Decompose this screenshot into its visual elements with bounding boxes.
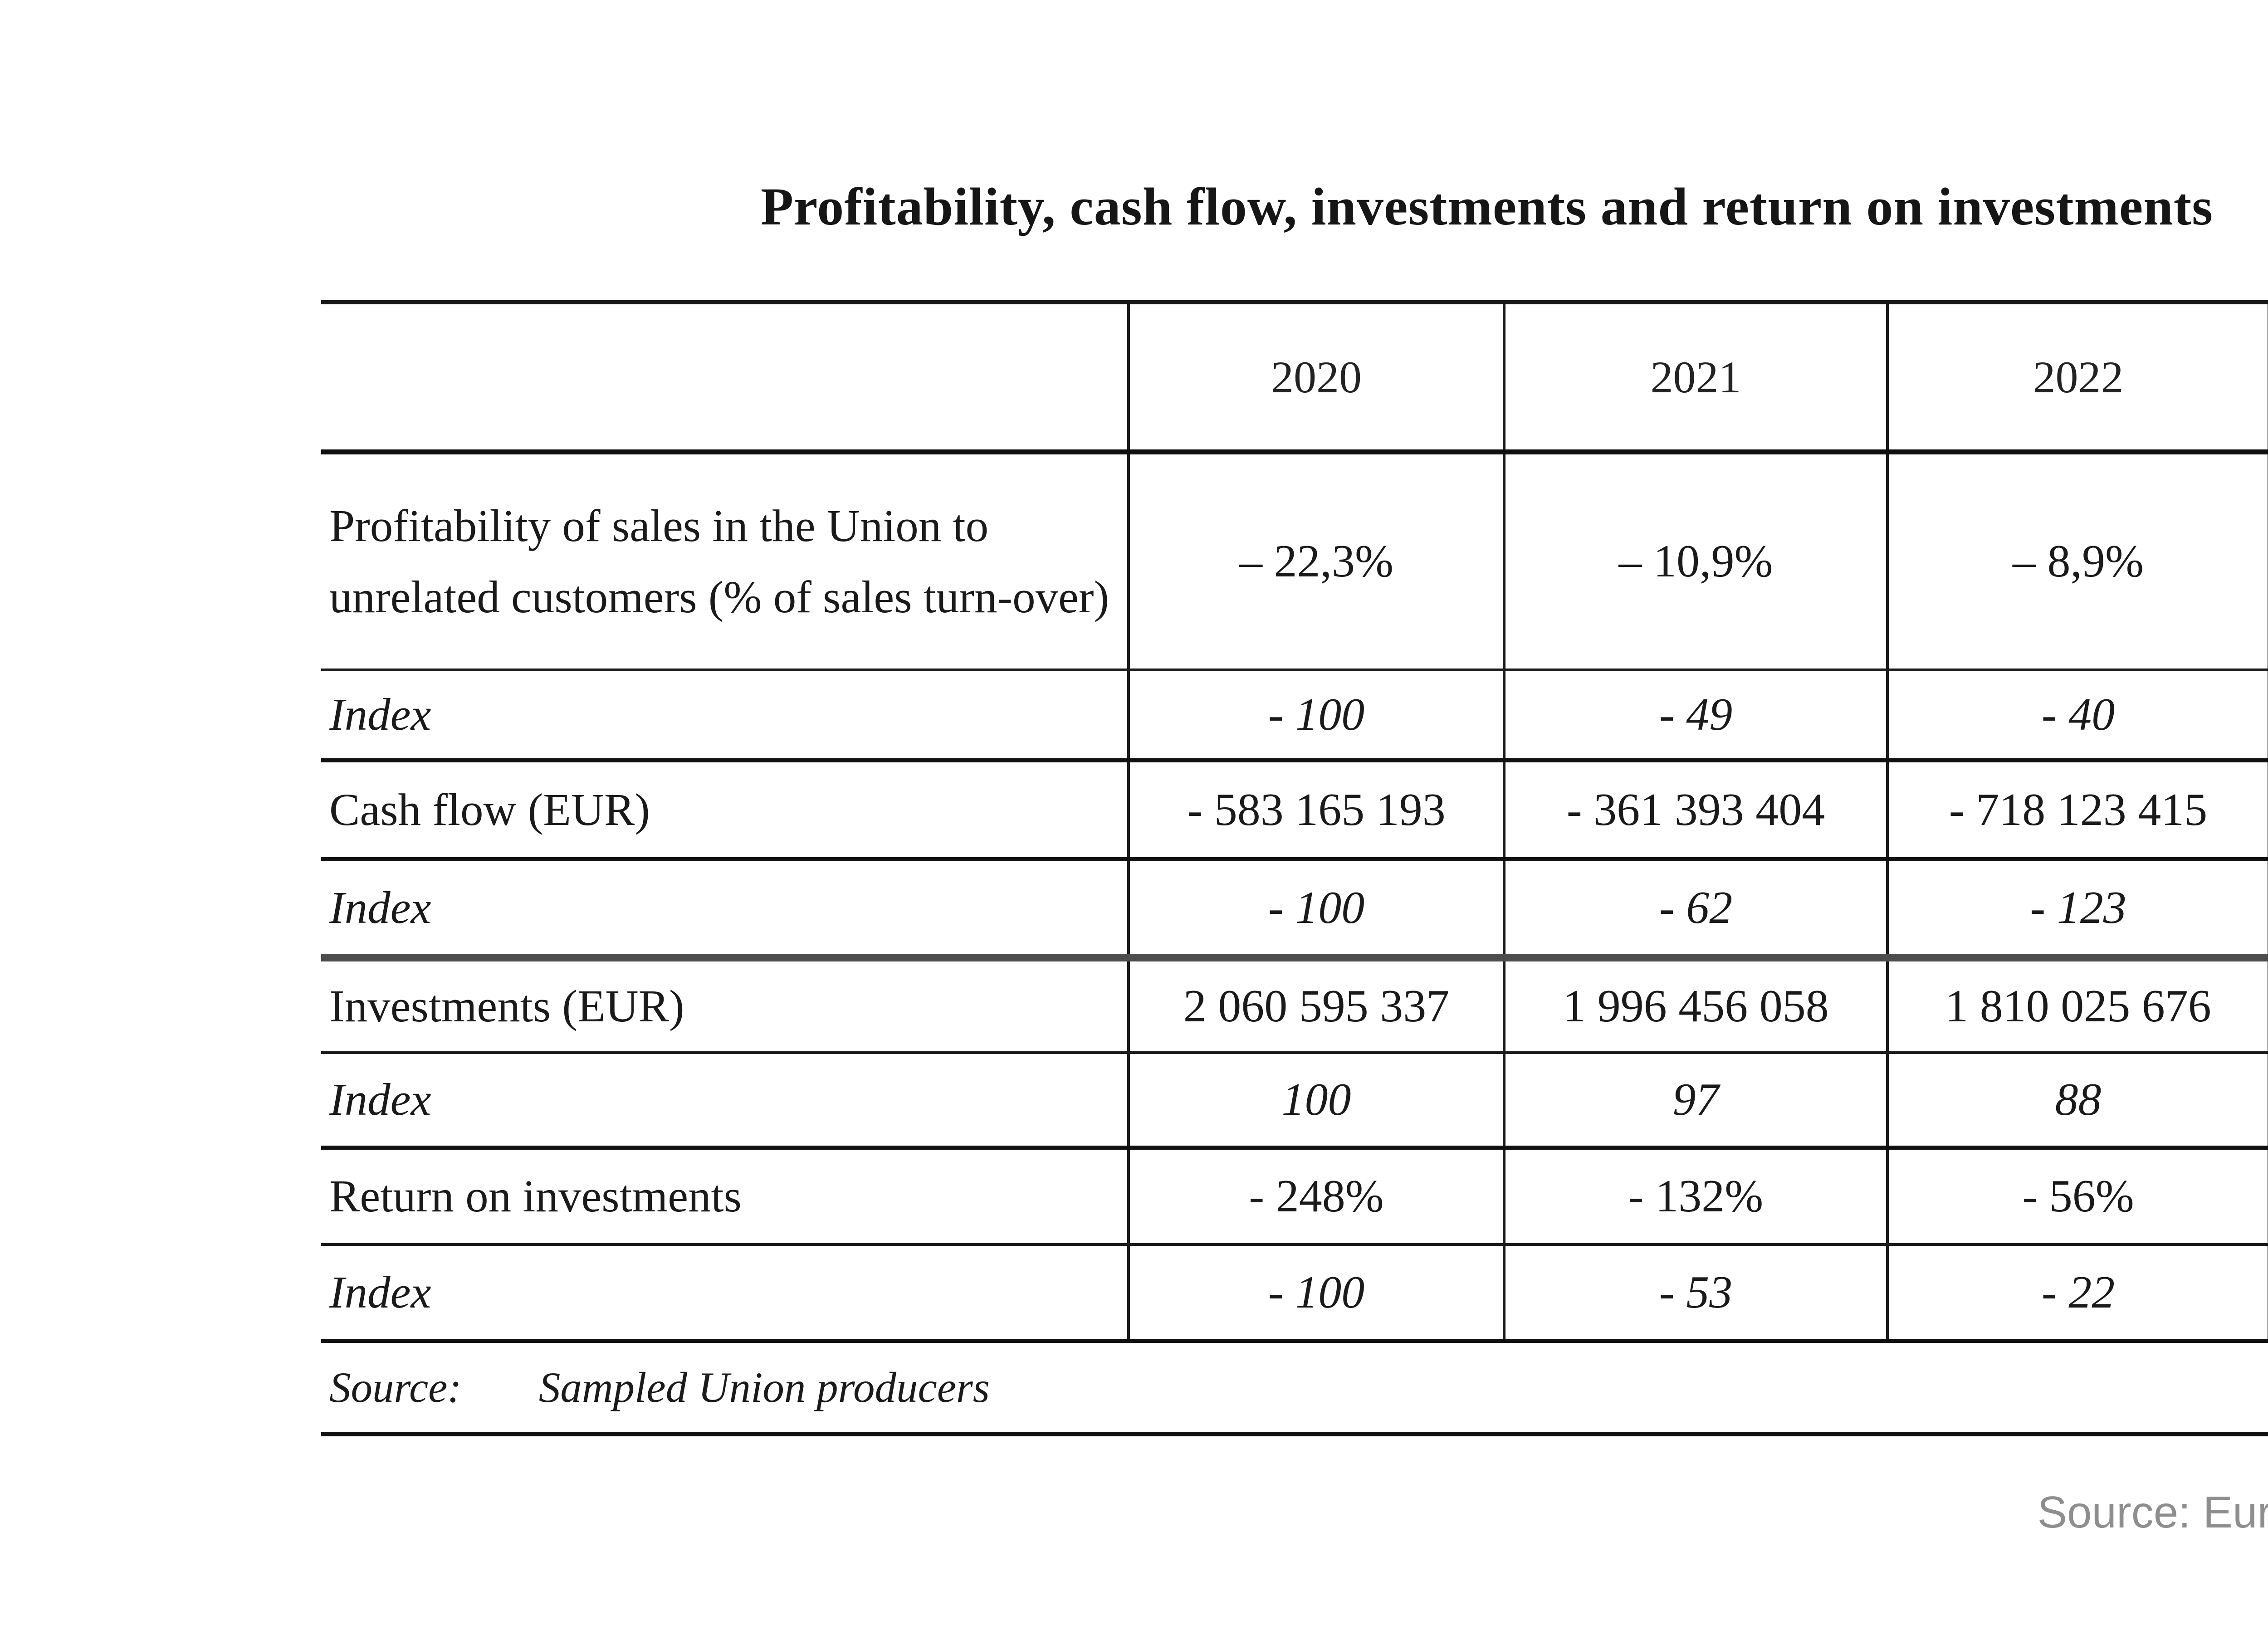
source-prefix: Source: [329, 1363, 462, 1411]
table-row-investments: Investments (EUR) 2 060 595 337 1 996 45… [321, 957, 2268, 1054]
row-label: Index [321, 1052, 1129, 1150]
table-cell: - 22 [1886, 1244, 2268, 1343]
table-cell: 97 [1503, 1052, 1887, 1150]
table-cell: - 583 165 193 [1127, 760, 1504, 861]
table-cell: - 56% [1886, 1147, 2268, 1246]
row-label: Cash flow (EUR) [321, 760, 1129, 861]
row-label: Investments (EUR) [321, 957, 1129, 1054]
table-cell: 100 [1127, 1052, 1504, 1150]
table-row-profitability: Profitability of sales in the Union to u… [321, 452, 2268, 671]
table-cell: - 100 [1127, 859, 1504, 961]
column-header-2021: 2021 [1503, 300, 1887, 454]
table-cell: 88 [1886, 1052, 2268, 1150]
table-cell: - 100 [1127, 1244, 1504, 1343]
table-cell: - 248% [1127, 1147, 1504, 1246]
table-cell: - 132% [1503, 1147, 1887, 1246]
row-label: Index [321, 859, 1129, 961]
table-row-cash-flow: Cash flow (EUR) - 583 165 193 - 361 393 … [321, 760, 2268, 861]
table-row-index: Index 100 97 88 100 [321, 1052, 2268, 1150]
table-cell: – 22,3% [1127, 452, 1504, 671]
source-note: Source: Sampled Union producers [321, 1341, 2268, 1436]
table-cell: – 8,9% [1886, 452, 2268, 671]
header-row: 2020 2021 2022 Investigation period [321, 300, 2268, 454]
caption: Source: European Commission [2037, 1487, 2268, 1537]
table-cell: - 123 [1886, 859, 2268, 961]
row-label: Profitability of sales in the Union to u… [321, 452, 1129, 671]
table-cell: – 10,9% [1503, 452, 1887, 671]
table-cell: 2 060 595 337 [1127, 957, 1504, 1054]
table-row-index: Index - 100 - 53 - 22 - 29 [321, 1244, 2268, 1343]
row-label: Index [321, 1244, 1129, 1343]
table-cell: - 53 [1503, 1244, 1887, 1343]
table-title: Profitability, cash flow, investments an… [760, 177, 2214, 236]
table-cell: - 40 [1886, 669, 2268, 762]
table-cell: - 361 393 404 [1503, 760, 1887, 861]
table-cell: - 62 [1503, 859, 1887, 961]
row-label: Return on investments [321, 1147, 1129, 1246]
table-cell: - 100 [1127, 669, 1504, 762]
table-source-row: Source: Sampled Union producers [321, 1341, 2268, 1436]
column-header-2022: 2022 [1886, 300, 2268, 454]
data-table: 2020 2021 2022 Investigation period Prof… [321, 300, 2268, 1436]
table-cell: - 49 [1503, 669, 1887, 762]
source-text: Sampled Union producers [538, 1363, 990, 1411]
table-row-index: Index - 100 - 49 - 40 - 48 [321, 669, 2268, 762]
table-row-return-on-investments: Return on investments - 248% - 132% - 56… [321, 1147, 2268, 1246]
table-cell: 1 810 025 676 [1886, 957, 2268, 1054]
column-header-2020: 2020 [1127, 300, 1504, 454]
row-label: Index [321, 669, 1129, 762]
table-cell: - 718 123 415 [1886, 760, 2268, 861]
column-header-empty [321, 300, 1129, 454]
table-row-index: Index - 100 - 62 - 123 - 143 [321, 859, 2268, 961]
table-cell: 1 996 456 058 [1503, 957, 1887, 1054]
